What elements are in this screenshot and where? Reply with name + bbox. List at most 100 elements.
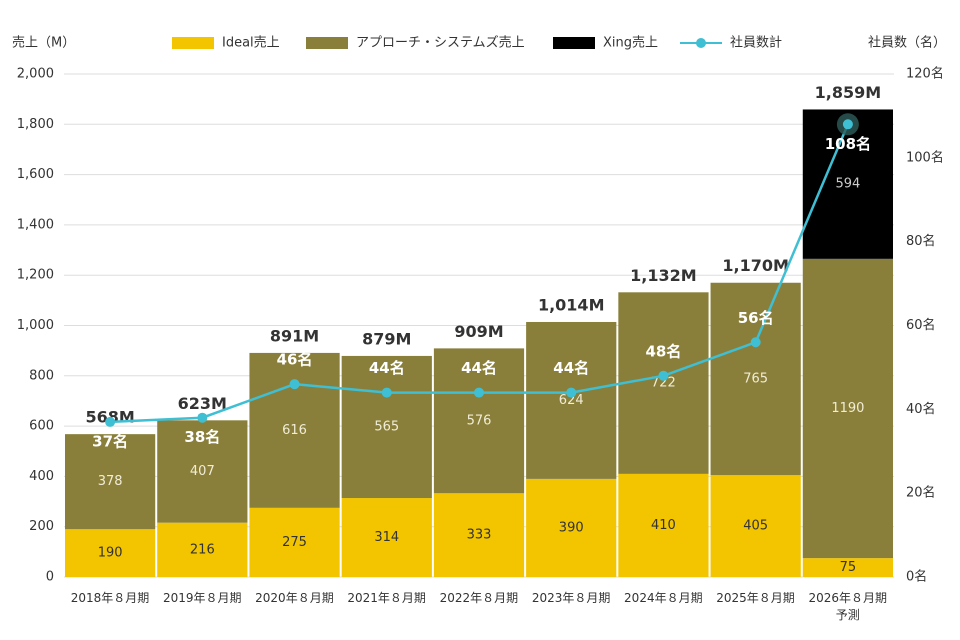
legend-dot (696, 38, 706, 48)
x-tick-label: 2021年８月期 (347, 591, 426, 605)
y-tick-label: 1,600 (17, 167, 54, 182)
y-tick-label: 0 (46, 570, 54, 585)
segment-label: 594 (835, 177, 860, 192)
total-label: 891M (270, 326, 319, 345)
legend-label: 社員数計 (730, 35, 782, 51)
total-label: 1,859M (815, 83, 882, 102)
point (750, 337, 761, 348)
segment-label: 405 (743, 519, 768, 534)
segment-label: 275 (282, 535, 307, 550)
x-tick-label: 2018年８月期 (70, 591, 150, 605)
y-tick-label: 400 (29, 469, 54, 484)
bar-segment (802, 258, 893, 559)
point-label: 48名 (646, 342, 682, 360)
legend-swatch (172, 37, 214, 49)
segment-label: 624 (559, 393, 584, 408)
bar-segment (618, 473, 709, 577)
bar-segment (433, 493, 525, 577)
x-tick-label: 2024年８月期 (624, 591, 703, 605)
bar-segment (157, 522, 248, 577)
legend-label: Ideal売上 (222, 35, 280, 51)
bar-segment (65, 434, 156, 530)
total-label: 879M (362, 329, 411, 348)
legend-label: アプローチ・システムズ売上 (356, 35, 525, 51)
total-label: 1,170M (722, 256, 789, 275)
y-tick-label: 600 (29, 419, 54, 434)
segment-label: 576 (467, 413, 492, 428)
segment-label: 216 (190, 542, 215, 557)
x-tick-label: 2019年８月期 (162, 591, 242, 605)
x-tick-label: 2022年８月期 (439, 591, 519, 605)
y2-axis-title: 社員数（名） (868, 35, 946, 51)
y-tick-label: 2,000 (17, 67, 54, 82)
point (842, 119, 853, 130)
segment-label: 765 (743, 371, 768, 386)
x-tick-label: 2026年８月期 予測 (808, 591, 888, 622)
segment-label: 390 (559, 520, 584, 535)
bar-segment (341, 498, 432, 577)
segment-label: 190 (98, 546, 123, 561)
segment-label: 565 (374, 419, 399, 434)
bar-segment (157, 420, 248, 523)
bar-segment (802, 558, 893, 577)
y-tick-label: 200 (29, 519, 54, 534)
segment-label: 378 (98, 474, 123, 489)
bar-segment (526, 321, 617, 479)
segment-label: 314 (374, 530, 399, 545)
point-label: 44名 (461, 359, 497, 377)
point-label: 44名 (553, 359, 589, 377)
point-label: 37名 (92, 432, 128, 450)
y-tick-label: 1,800 (17, 117, 54, 132)
total-label: 1,014M (538, 295, 605, 314)
bar-segment (710, 475, 801, 577)
legend-swatch (306, 37, 348, 49)
bar-segment (710, 282, 801, 476)
x-tick-label: 2020年８月期 (255, 591, 334, 605)
bar-segment (65, 529, 156, 577)
point (105, 416, 116, 427)
total-label: 909M (454, 322, 503, 341)
bar-segment (618, 292, 709, 474)
y-tick-label: 800 (29, 368, 54, 383)
total-label: 1,132M (630, 266, 697, 285)
total-label: 623M (178, 394, 227, 413)
legend-swatch (553, 37, 595, 49)
point-label: 56名 (738, 309, 774, 327)
point-label: 108名 (825, 135, 871, 153)
y-tick-label: 1,200 (17, 268, 54, 283)
y-tick-label: 1,400 (17, 217, 54, 232)
segment-label: 1190 (831, 401, 864, 416)
legend-label: Xing売上 (603, 35, 658, 51)
bar-segment (249, 507, 340, 577)
y2-tick-label: 0名 (906, 569, 927, 585)
point-label: 46名 (277, 351, 313, 369)
bar-segment (249, 352, 340, 508)
y-axis-title: 売上（M） (12, 35, 75, 51)
segment-label: 333 (467, 528, 492, 543)
y2-tick-label: 100名 (906, 149, 944, 165)
segment-label: 410 (651, 518, 676, 533)
segment-label: 75 (840, 560, 857, 575)
bar-segment (526, 478, 617, 577)
y2-tick-label: 60名 (906, 317, 936, 333)
y-tick-label: 1,000 (17, 318, 54, 333)
point (381, 387, 392, 398)
point (197, 412, 208, 423)
point (658, 370, 669, 381)
y2-tick-label: 20名 (906, 485, 936, 501)
point (474, 387, 484, 398)
point (566, 387, 577, 398)
y2-tick-label: 40名 (906, 401, 936, 417)
segment-label: 407 (190, 464, 215, 479)
bar-segment (341, 355, 432, 499)
y2-tick-label: 120名 (906, 66, 944, 82)
y2-tick-label: 80名 (906, 233, 936, 249)
point-label: 38名 (184, 428, 220, 446)
segment-label: 722 (651, 376, 676, 391)
x-tick-label: 2023年８月期 (531, 591, 611, 605)
bar-segment (433, 348, 525, 494)
point (289, 379, 300, 390)
x-tick-label: 2025年８月期 (716, 591, 795, 605)
